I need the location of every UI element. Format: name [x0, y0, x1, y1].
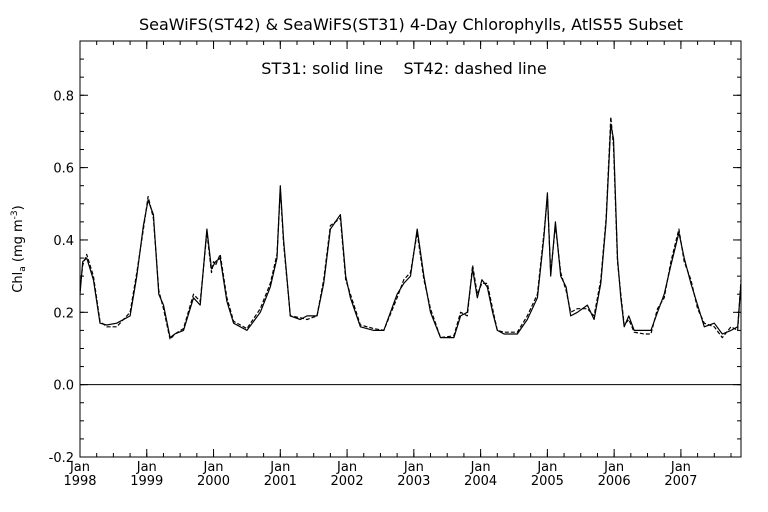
x-tick-year-9: 2007 [664, 474, 697, 489]
x-tick-year-0: 1998 [63, 474, 96, 489]
x-tick-month-3: Jan [269, 460, 290, 475]
x-tick-month-6: Jan [470, 460, 491, 475]
series-line-st31 [79, 123, 742, 339]
chart-title: SeaWiFS(ST42) & SeaWiFS(ST31) 4-Day Chlo… [139, 15, 683, 34]
y-tick-label-4: 0.6 [53, 162, 74, 177]
x-tick-year-1: 1999 [130, 474, 163, 489]
x-tick-month-5: Jan [403, 460, 424, 475]
y-tick-label-5: 0.8 [53, 89, 74, 104]
series-group [79, 116, 742, 340]
y-axis-label: Chla (mg m-3) [10, 205, 28, 292]
y-tick-label-2: 0.2 [53, 306, 74, 321]
x-tick-year-3: 2001 [264, 474, 297, 489]
y-tick-label-1: 0.0 [53, 379, 74, 394]
x-tick-month-9: Jan [670, 460, 691, 475]
x-tick-month-7: Jan [536, 460, 557, 475]
x-tick-month-0: Jan [69, 460, 90, 475]
x-tick-month-8: Jan [603, 460, 624, 475]
series-line-st42 [79, 116, 742, 340]
y-tick-label-3: 0.4 [53, 234, 74, 249]
x-tick-year-8: 2006 [598, 474, 631, 489]
x-tick-month-1: Jan [136, 460, 157, 475]
x-tick-year-6: 2004 [464, 474, 497, 489]
x-tick-month-2: Jan [203, 460, 224, 475]
plot-frame [79, 40, 742, 458]
x-tick-year-5: 2003 [397, 474, 430, 489]
x-tick-year-2: 2000 [197, 474, 230, 489]
x-tick-year-4: 2002 [331, 474, 364, 489]
chart-annotation: ST31: solid line ST42: dashed line [261, 59, 546, 78]
y-tick-label-0: -0.2 [49, 451, 74, 466]
x-tick-year-7: 2005 [531, 474, 564, 489]
x-axis: Jan1998Jan1999Jan2000Jan2001Jan2002Jan20… [63, 41, 732, 489]
x-tick-month-4: Jan [336, 460, 357, 475]
y-axis: -0.2 0.0 0.2 0.4 0.6 0.8 [49, 40, 741, 466]
